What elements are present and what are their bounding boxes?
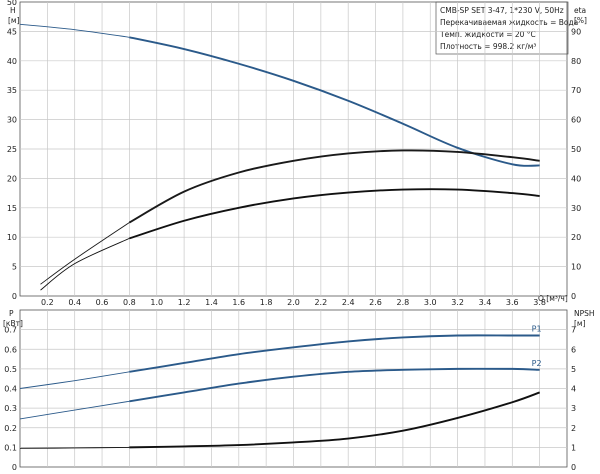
series-label-p2: P2: [532, 359, 542, 368]
x-tick-label: 2.6: [369, 298, 382, 307]
series-label-p1: P1: [532, 325, 542, 334]
y-right-tick-label: 0: [571, 292, 576, 301]
x-tick-label: 3.4: [479, 298, 492, 307]
info-box-frame: [435, 1, 569, 55]
series-line-1: [129, 367, 540, 403]
x-tick-label: 0.8: [123, 298, 136, 307]
y-right-tick-label: 50: [571, 145, 581, 154]
y-left-tick-label: 40: [7, 57, 17, 66]
y-left-tick-label: 0.6: [4, 345, 17, 354]
x-tick-label: 2.4: [342, 298, 355, 307]
y-left-tick-label: 20: [7, 174, 17, 183]
y-right-tick-label: 70: [571, 86, 581, 95]
y-right-tick-label: 20: [571, 233, 581, 242]
info-box: CMB-SP SET 3-47, 1*230 V, 50Hz Перекачив…: [435, 1, 578, 55]
y-right-tick-label: 30: [571, 204, 581, 213]
series-line-1-thin: [40, 222, 130, 285]
x-tick-label: 0.6: [96, 298, 109, 307]
y-right-tick-label: 0: [571, 463, 576, 472]
series-line-1-thin: [19, 400, 130, 420]
x-tick-label: 2.8: [397, 298, 410, 307]
y-left-tick-label: 25: [7, 145, 17, 154]
npsh-axis-unit: NPSH: [574, 309, 595, 318]
x-tick-label: 2.0: [287, 298, 300, 307]
series-line-0: [129, 334, 540, 373]
x-tick-label: 0.4: [68, 298, 81, 307]
y-right-tick-label: 40: [571, 174, 581, 183]
p-axis-unit: P: [9, 309, 14, 318]
y-left-tick-label: 45: [7, 27, 17, 36]
x-tick-label: 1.2: [178, 298, 191, 307]
y-left-tick-label: 0: [12, 292, 17, 301]
head-efficiency-plot: 0 5 10 15 20 25 30 35 40 45 50 0 10 20 30 40 50 60 70 80 90 0…: [7, 0, 581, 307]
y-right-tick-label: 5: [571, 365, 576, 374]
series-line-2: [129, 391, 540, 449]
series-line-2-thin: [40, 237, 130, 291]
x-tick-label: 3.6: [506, 298, 519, 307]
y-right-tick-label: 1: [571, 443, 576, 452]
x-tick-label: 0.2: [41, 298, 54, 307]
h-axis-unit-sub: [м]: [8, 16, 20, 25]
y-left-tick-label: 0.7: [4, 326, 17, 335]
y-left-tick-label: 0.4: [4, 385, 17, 394]
y-left-tick-label: 50: [7, 0, 17, 7]
x-tick-label: 1.8: [260, 298, 273, 307]
y-left-tick-label: 15: [7, 204, 17, 213]
info-line-2: Темп. жидкости = 20 °C: [439, 30, 536, 39]
y-left-tick-label: 0.1: [4, 443, 17, 452]
series-line-0: [129, 36, 540, 167]
series-line-0-thin: [19, 23, 130, 38]
series-line-0-thin: [19, 371, 130, 389]
series-line-2-thin: [19, 446, 130, 449]
y-left-tick-label: 30: [7, 116, 17, 125]
info-line-1: Перекачиваемая жидкость = Вода: [440, 18, 578, 27]
y-left-tick-label: 0.3: [4, 404, 17, 413]
y-left-tick-label: 10: [7, 233, 17, 242]
y-right-tick-label: 6: [571, 345, 576, 354]
x-tick-label: 1.6: [232, 298, 245, 307]
y-left-tick-label: 0.2: [4, 424, 17, 433]
series-line-1: [128, 149, 540, 224]
y-right-tick-label: 10: [571, 263, 581, 272]
power-npsh-plot: 0 0.1 0.2 0.3 0.4 0.5 0.6 0.7 0 1 2 3 4 5 6 7 P1 P2: [4, 309, 576, 472]
q-axis-unit: Q [м³/ч]: [538, 294, 568, 303]
x-tick-label: 3.2: [451, 298, 464, 307]
x-tick-label: 3.8: [533, 298, 546, 307]
y-right-tick-label: 3: [571, 404, 576, 413]
y-right-tick-label: 7: [571, 326, 576, 335]
x-tick-label: 1.0: [150, 298, 163, 307]
y-left-tick-label: 0: [12, 463, 17, 472]
y-left-tick-label: 35: [7, 86, 17, 95]
y-right-tick-label: 60: [571, 116, 581, 125]
series-line-2: [129, 188, 540, 240]
x-tick-label: 1.4: [205, 298, 218, 307]
h-axis-unit: H: [10, 6, 16, 15]
info-title: CMB-SP SET 3-47, 1*230 V, 50Hz: [440, 6, 564, 15]
p-axis-unit-sub: [кВт]: [3, 319, 23, 328]
y-right-tick-label: 2: [571, 424, 576, 433]
eta-axis-unit: eta: [574, 6, 586, 15]
y-right-tick-label: 90: [571, 27, 581, 36]
y-right-tick-label: 4: [571, 385, 576, 394]
npsh-axis-unit-sub: [м]: [574, 319, 586, 328]
x-tick-label: 2.2: [314, 298, 327, 307]
eta-axis-unit-sub: [%]: [574, 16, 587, 25]
info-line-3: Плотность = 998.2 кг/м³: [440, 42, 536, 51]
x-tick-label: 3.0: [424, 298, 437, 307]
y-left-tick-label: 0.5: [4, 365, 17, 374]
y-left-tick-label: 5: [12, 263, 17, 272]
y-right-tick-label: 80: [571, 57, 581, 66]
